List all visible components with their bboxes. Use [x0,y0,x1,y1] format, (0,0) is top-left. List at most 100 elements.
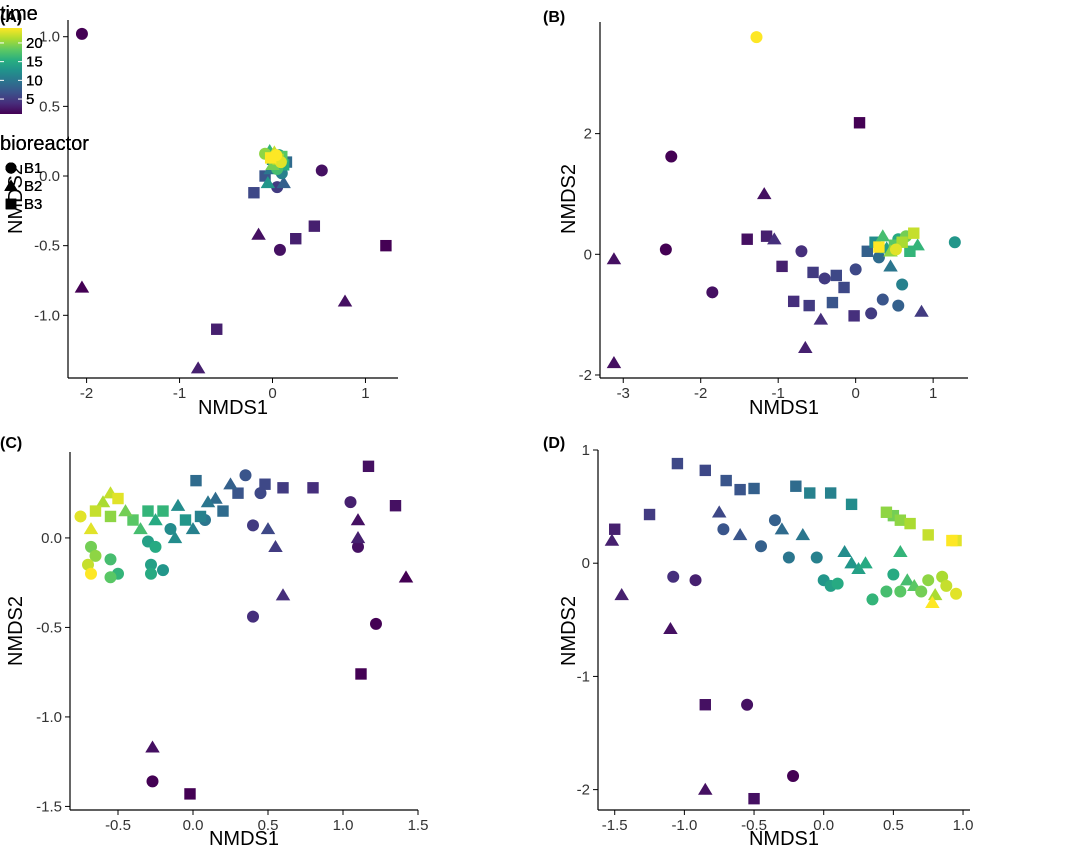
data-point [940,579,953,592]
data-point [711,505,727,518]
data-point [787,770,800,783]
data-point [164,522,177,535]
data-point [699,464,711,477]
data-point [831,577,844,590]
x-tick-label: 1.0 [333,817,354,834]
data-point [948,236,961,249]
data-point [208,491,223,504]
colorbar-tick-label: 15 [26,54,43,71]
data-point [665,150,678,163]
data-point [873,241,885,253]
legend-label-b3: B3 [24,196,42,213]
data-point [85,540,97,553]
y-tick-label: -1.0 [34,307,60,324]
data-point [643,508,656,521]
x-tick-label: 0.0 [183,817,204,834]
legend-label-b2: B2 [24,178,42,195]
colorbar-tick-label: 10 [26,72,43,89]
data-point [149,540,162,553]
panel-c: (C) -0.5 0.0 0.5 1.0 1.5 -1.5 -1.0 -0.5 0.0 NMDS… [0,3,428,850]
y-tick-label: -2 [577,782,590,799]
data-point [95,495,111,508]
data-point [389,500,402,512]
data-point [671,457,684,470]
y-axis-label: NMDS2 [5,596,27,666]
y-tick-label: -1.5 [36,798,62,815]
data-point [264,152,277,164]
data-point [247,610,259,623]
data-point [89,505,102,517]
colorbar-tick-label: 15 [26,54,43,71]
data-point [861,245,873,257]
data-point [663,621,678,635]
data-point [276,176,291,189]
data-point [750,31,763,44]
data-point [350,531,366,544]
data-point [112,492,124,505]
data-point [904,245,916,257]
data-point [699,699,711,711]
legend-key-b3 [5,198,17,210]
data-point [795,245,808,258]
data-point [914,304,929,317]
panel-label: (D) [543,435,565,452]
points [74,27,392,374]
colorbar-tick-label: 20 [26,35,43,52]
data-point [865,307,878,320]
data-point [170,498,186,511]
data-point [380,239,392,252]
legend-key-b1 [5,162,17,174]
data-point [748,792,760,805]
data-point [148,513,163,526]
data-point [352,540,364,553]
data-point [748,482,760,495]
data-point [398,570,414,583]
data-point [362,460,375,473]
data-point [275,588,291,601]
x-tick-label: -3 [617,385,630,402]
x-axis-label: NMDS1 [198,397,268,419]
data-point [760,230,773,242]
colorbar-tick-label: 5 [26,91,34,108]
data-point [200,495,216,508]
data-point [915,585,928,598]
x-axis-label: NMDS1 [749,397,819,419]
x-axis-label: NMDS1 [209,828,279,850]
axes: -3 -2 -1 0 1 -2 0 2 [579,22,968,402]
data-point [741,698,754,711]
data-point [837,544,852,558]
data-point [606,252,622,265]
y-tick-label: 0.5 [39,98,60,115]
data-point [893,544,908,558]
x-tick-label: 1.0 [953,817,974,834]
data-point [756,187,772,200]
x-tick-label: 0 [851,385,859,402]
data-point [337,294,353,307]
y-axis-label: NMDS2 [558,164,580,234]
x-tick-label: -1.5 [602,817,628,834]
legend-label-b3: B3 [24,196,42,213]
data-point [184,788,196,800]
data-point [254,487,267,500]
data-point [790,480,802,492]
panel-label: (C) [0,435,22,452]
data-point [767,232,782,245]
data-point [104,510,117,523]
colorbar-tick-label: 5 [26,91,34,108]
data-point [853,117,866,129]
data-point [826,296,839,309]
colorbar-tick-label: 15 [26,54,43,71]
data-point [179,514,192,526]
data-point [277,482,289,494]
data-point [185,522,201,535]
x-tick-label: -2 [694,385,707,402]
data-point [85,567,97,580]
data-point [720,474,732,487]
data-point [167,531,183,544]
data-point [795,528,811,541]
y-tick-label: -0.5 [34,238,60,255]
data-point [190,474,202,487]
colorbar-tick-label: 10 [26,72,43,89]
data-point [211,323,223,335]
